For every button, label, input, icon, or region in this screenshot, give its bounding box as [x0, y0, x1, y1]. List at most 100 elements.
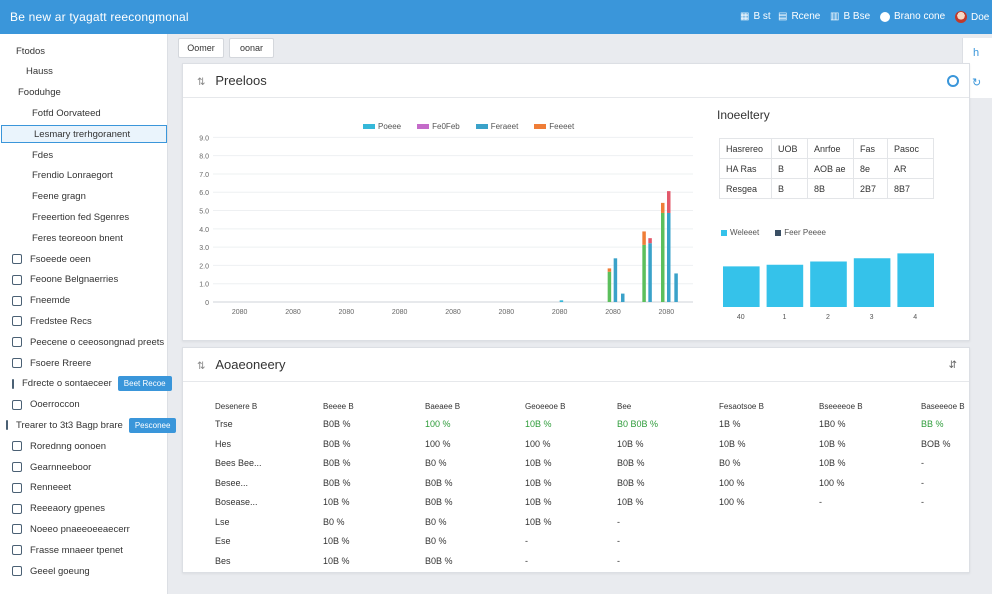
- summary-cell: 1B0 %: [819, 419, 846, 429]
- x-tick-label: 2080: [339, 309, 355, 316]
- sidebar-item[interactable]: Noeeo pnaeeoeeaecerr: [0, 520, 168, 538]
- sidebar-item[interactable]: Freeertion fed Sgenres: [0, 208, 168, 226]
- summary-cell: B0B %: [323, 438, 351, 449]
- sidebar-item[interactable]: Fotfd Oorvateed: [0, 104, 168, 122]
- top-item-calendar[interactable]: ▦ B st: [740, 11, 771, 22]
- sidebar-item[interactable]: Fdes: [0, 146, 168, 164]
- sidebar-item[interactable]: Peecene o ceeosongnad preets: [0, 333, 168, 351]
- summary-panel: ⇅ Aoaeoneery ⇵ Desenere B Beeee B Baeaee B G…: [182, 347, 970, 573]
- summary-row[interactable]: Besee... B0B % B0B % 10B % B0B % 100 % 100 % -: [183, 474, 971, 494]
- calendar-icon: ▦: [740, 11, 750, 22]
- sidebar-item[interactable]: Fdrecte o sontaeceer Beet Recoe: [0, 375, 172, 393]
- refresh-icon[interactable]: ↻: [972, 77, 982, 89]
- sidebar-item[interactable]: Frendio Lonraegort: [0, 167, 168, 185]
- x-tick-label: 2080: [605, 309, 621, 316]
- bar: [674, 273, 678, 302]
- top-item-profile[interactable]: Doe: [955, 11, 989, 23]
- summary-column-header[interactable]: Geoeeoe B: [525, 402, 566, 411]
- stacked-bar-segment: [613, 258, 618, 302]
- sidebar-item[interactable]: Lesmary trerhgoranent: [1, 125, 167, 144]
- summary-row[interactable]: Bes 10B % B0B % - -: [183, 552, 971, 572]
- sidebar-item[interactable]: Fneemde: [0, 292, 168, 310]
- summary-cell: B0 %: [425, 536, 447, 546]
- toolbar-button-1[interactable]: Oomer: [178, 38, 224, 58]
- options-icon[interactable]: [947, 75, 959, 87]
- top-item-grid[interactable]: ▤ Rcene: [778, 11, 820, 22]
- y-tick-label: 4.0: [199, 227, 209, 234]
- summary-row[interactable]: Bees Bee... B0B % B0 % 10B % B0B % B0 % 10B % -: [183, 454, 971, 474]
- summary-cell: -: [921, 477, 924, 488]
- stacked-bar-segment: [667, 191, 671, 213]
- y-tick-label: 1.0: [199, 282, 209, 289]
- x-tick-label: 2080: [552, 309, 568, 316]
- sidebar-item-label: Rorednng oonoen: [30, 440, 107, 452]
- sidebar-item[interactable]: Rorednng oonoen: [0, 437, 168, 455]
- summary-column-header[interactable]: Beeee B: [323, 402, 354, 411]
- sidebar-item[interactable]: Fooduhge: [0, 84, 168, 102]
- summary-cell: 10B %: [525, 419, 552, 429]
- sidebar-item-label: Fsoeede oeen: [30, 253, 91, 265]
- summary-cell: 10B %: [819, 438, 846, 449]
- sidebar-badge[interactable]: Beet Recoe: [117, 376, 172, 392]
- top-item-user[interactable]: Brano cone: [880, 11, 945, 22]
- inventory-cell: 2B7: [853, 178, 888, 199]
- summary-row[interactable]: Ese 10B % B0 % - -: [183, 532, 971, 552]
- summary-column-header[interactable]: Fesaotsoe B: [719, 402, 764, 411]
- sidebar-item[interactable]: Fsoere Rreere: [0, 354, 168, 372]
- summary-row-label: Bees Bee...: [215, 458, 262, 468]
- sidebar-item[interactable]: Hauss: [0, 63, 168, 81]
- sidebar-item[interactable]: Ftodos: [0, 42, 168, 60]
- summary-column-header[interactable]: Desenere B: [215, 402, 258, 411]
- summary-row[interactable]: Lse B0 % B0 % 10B % -: [183, 513, 971, 533]
- sidebar-item[interactable]: Fredstee Recs: [0, 312, 168, 330]
- x-tick-label: 2080: [445, 309, 461, 316]
- legend-swatch: [534, 124, 547, 130]
- sidebar-item[interactable]: Gearnneeboor: [0, 458, 168, 476]
- inventory-header-cell: Anrfoe: [807, 138, 854, 159]
- sidebar: Ftodos Hauss Fooduhge Fotfd Oorvateed Lesmar…: [0, 34, 177, 594]
- sidebar-item-icon: [12, 462, 22, 472]
- summary-cell: 10B %: [525, 516, 552, 527]
- summary-column-header[interactable]: Baseeeoe B: [921, 402, 965, 411]
- summary-cell: 10B %: [525, 458, 552, 468]
- sidebar-item[interactable]: Feoone Belgnaerries: [0, 271, 168, 289]
- summary-row[interactable]: Hes B0B % 100 % 100 % 10B % 10B % 10B % BOB %: [183, 435, 971, 455]
- legend-item: Weleeet: [721, 228, 759, 237]
- legend-label: Feer Peeee: [784, 228, 827, 237]
- sidebar-item[interactable]: Fsoeede oeen: [0, 250, 168, 268]
- inventory-bar: [853, 258, 891, 307]
- summary-cell: B0 B0B %: [617, 419, 659, 429]
- sidebar-item-icon: [12, 441, 22, 452]
- summary-row[interactable]: Trse B0B % 100 % 10B % B0 B0B % 1B % 1B0 % BB %: [183, 415, 971, 435]
- summary-cell: B0 %: [323, 516, 345, 527]
- summary-cell: 10B %: [617, 497, 644, 507]
- sidebar-item-icon: [12, 399, 22, 410]
- sidebar-item[interactable]: Feene gragn: [0, 188, 168, 206]
- products-panel: ⇅ Preeloos Poeee Fe0Feb Feraeet Feeeet 0 1.0 2…: [182, 63, 970, 341]
- sidebar-item[interactable]: Frasse mnaeer tpenet: [0, 541, 168, 559]
- top-item-bell[interactable]: ▥ B Bse: [830, 11, 870, 22]
- summary-column-header[interactable]: Bee: [617, 402, 632, 411]
- sidebar-badge[interactable]: Pesconee: [128, 417, 177, 433]
- summary-cell: -: [921, 458, 924, 468]
- summary-column-header[interactable]: Baeaee B: [425, 402, 461, 411]
- sidebar-item[interactable]: Reeeaory gpenes: [0, 500, 168, 518]
- sidebar-item[interactable]: Trearer to 3t3 Bagp brare Pesconee: [0, 416, 177, 434]
- inventory-bar: [766, 264, 804, 307]
- sidebar-item[interactable]: Feres teoreoon bnent: [0, 229, 168, 247]
- toolbar-button-2[interactable]: oonar: [229, 38, 274, 58]
- summary-cell: -: [525, 555, 528, 566]
- summary-row[interactable]: Bosease... 10B % B0B % 10B % 10B % 100 % - -: [183, 493, 971, 513]
- legend-label: Poeee: [378, 122, 402, 131]
- right-tool-icon[interactable]: h: [973, 47, 980, 59]
- collapse-icon[interactable]: ⇵: [948, 360, 957, 371]
- sidebar-item[interactable]: Renneeet: [0, 479, 168, 497]
- inventory-header-cell: Pasoc: [887, 138, 934, 159]
- sidebar-item[interactable]: Ooerroccon: [0, 396, 168, 414]
- sidebar-item[interactable]: Geeel goeung: [0, 562, 168, 580]
- y-tick-label: 2.0: [199, 263, 209, 270]
- summary-header: ⇅ Aoaeoneery: [183, 348, 969, 382]
- summary-row-label: Ese: [215, 536, 231, 546]
- sidebar-item-label: Gearnneeboor: [30, 461, 92, 473]
- summary-column-header[interactable]: Bseeeeoe B: [819, 402, 863, 411]
